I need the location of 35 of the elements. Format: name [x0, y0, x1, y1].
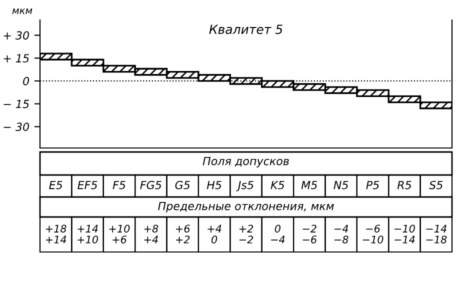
- text: −10 −14: [394, 224, 415, 244]
- text: −2 −6: [302, 224, 317, 244]
- text: Поля допусков: [202, 156, 289, 168]
- chart-title: Квалитет 5: [209, 24, 282, 34]
- text: +8 +4: [144, 224, 158, 244]
- text: −6 −10: [362, 224, 384, 244]
- y-axis-title: мкм: [12, 8, 32, 14]
- text: +4 0: [208, 224, 222, 244]
- x-tick-label: H5: [206, 180, 222, 190]
- text: +10 +6: [109, 224, 130, 244]
- text: +2 −2: [239, 224, 254, 244]
- x-tick-label: R5: [397, 180, 412, 190]
- x-tick-label: FG5: [140, 180, 162, 190]
- text: Предельные отклонения, мкм: [158, 202, 334, 212]
- x-tick-label: P5: [366, 180, 380, 190]
- text: +18 +14: [46, 224, 66, 244]
- text: −14 −18: [426, 224, 447, 244]
- text: 0 −4: [271, 224, 285, 244]
- y-tick-label: − 30: [4, 122, 30, 132]
- x-tick-label: F5: [112, 180, 126, 190]
- x-tick-label: EF5: [78, 180, 98, 190]
- y-tick-label: 0: [23, 76, 30, 86]
- text: +6 +2: [176, 224, 190, 244]
- x-tick-label: M5: [301, 180, 318, 190]
- x-tick-label: G5: [175, 180, 190, 190]
- text: −4 −8: [334, 224, 348, 244]
- x-tick-label: K5: [270, 180, 284, 190]
- x-tick-label: E5: [49, 180, 62, 190]
- text: +14 +10: [78, 224, 98, 244]
- y-tick-label: + 30: [4, 31, 30, 40]
- x-tick-label: S5: [429, 180, 443, 190]
- y-tick-label: − 15: [4, 100, 29, 108]
- x-tick-label: N5: [334, 180, 348, 190]
- y-tick-label: + 15: [4, 54, 29, 62]
- x-tick-label: Js5: [236, 180, 254, 192]
